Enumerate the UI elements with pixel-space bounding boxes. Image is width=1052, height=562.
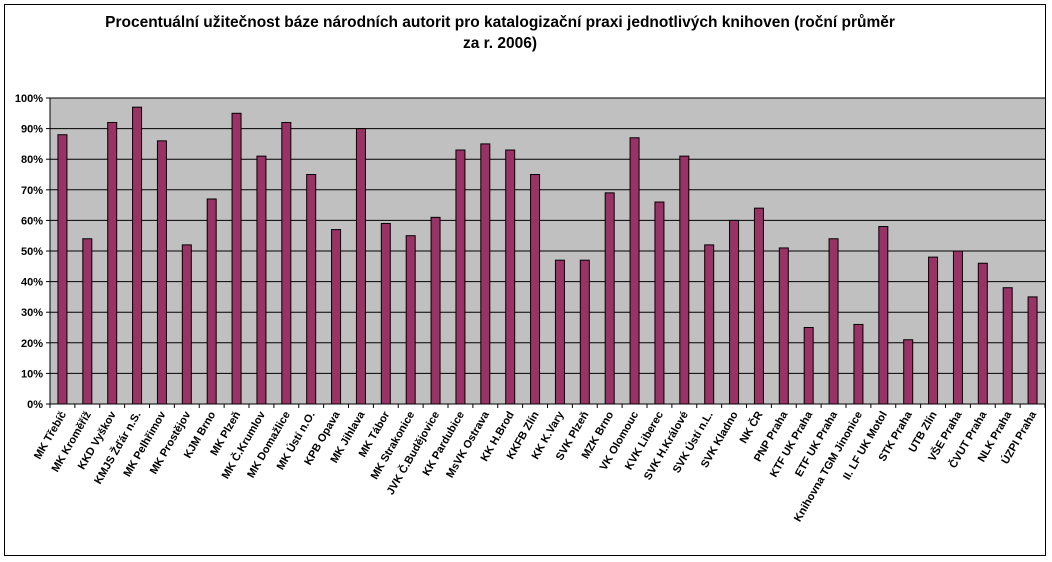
bar bbox=[778, 247, 789, 405]
bar bbox=[505, 149, 516, 405]
bar bbox=[579, 259, 590, 405]
bar bbox=[156, 140, 167, 405]
y-tick-label: 0% bbox=[27, 399, 43, 411]
y-tick-label: 90% bbox=[21, 124, 43, 136]
bar bbox=[430, 216, 441, 405]
bar bbox=[355, 128, 366, 405]
bar bbox=[977, 262, 988, 405]
chart-title-line-2: za r. 2006) bbox=[462, 35, 538, 52]
bar bbox=[455, 149, 466, 405]
bar bbox=[928, 256, 939, 405]
bar bbox=[654, 201, 665, 405]
y-tick-label: 40% bbox=[21, 277, 43, 289]
bar bbox=[231, 112, 242, 405]
y-tick-label: 60% bbox=[21, 215, 43, 227]
bar bbox=[1027, 296, 1038, 405]
bar bbox=[82, 238, 93, 405]
chart-title: Procentuální užitečnost báze národních a… bbox=[60, 12, 940, 54]
bar bbox=[281, 121, 292, 405]
bar bbox=[604, 192, 615, 405]
y-tick-label: 30% bbox=[21, 307, 43, 319]
y-tick-label: 10% bbox=[21, 368, 43, 380]
bar bbox=[952, 250, 963, 405]
bar bbox=[554, 259, 565, 405]
bar bbox=[803, 327, 814, 405]
bar bbox=[853, 323, 864, 405]
y-tick-label: 80% bbox=[21, 154, 43, 166]
y-tick-label: 70% bbox=[21, 185, 43, 197]
y-tick-label: 50% bbox=[21, 246, 43, 258]
y-tick-label: 100% bbox=[15, 93, 43, 105]
bar bbox=[480, 143, 491, 405]
bar bbox=[753, 207, 764, 405]
bar bbox=[57, 134, 68, 405]
bar bbox=[530, 174, 541, 405]
y-tick-label: 20% bbox=[21, 338, 43, 350]
bar bbox=[729, 219, 740, 405]
bar bbox=[878, 226, 889, 405]
bar bbox=[132, 106, 143, 405]
bar bbox=[679, 155, 690, 405]
bar bbox=[704, 244, 715, 405]
bar bbox=[306, 174, 317, 405]
chart-title-line-1: Procentuální užitečnost báze národních a… bbox=[105, 14, 895, 31]
bar bbox=[380, 222, 391, 405]
bar bbox=[206, 198, 217, 405]
bar bbox=[405, 235, 416, 405]
bar bbox=[903, 339, 914, 405]
bar bbox=[331, 229, 342, 405]
bar bbox=[1002, 287, 1013, 405]
bar bbox=[629, 137, 640, 405]
bar bbox=[107, 121, 118, 405]
bar bbox=[256, 155, 267, 405]
bar bbox=[828, 238, 839, 405]
bar bbox=[181, 244, 192, 405]
